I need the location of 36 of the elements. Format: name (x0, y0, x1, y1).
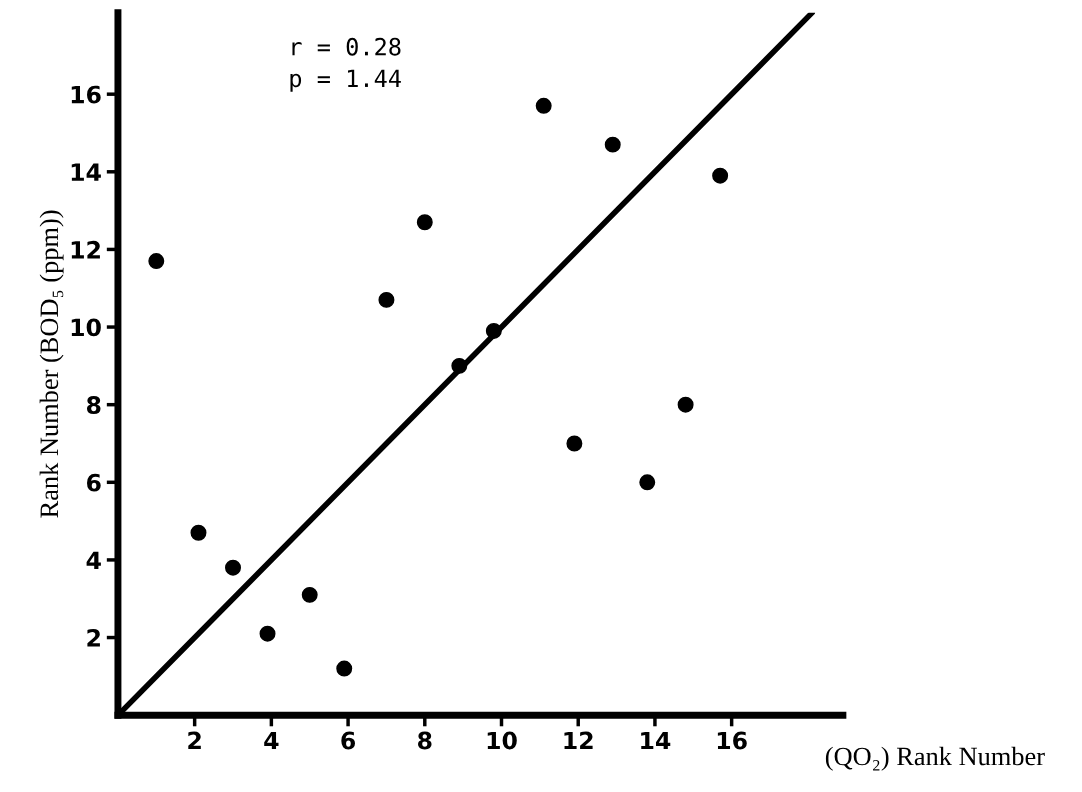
point (378, 291, 395, 308)
x-tick-label: 10 (487, 731, 517, 750)
point (225, 559, 241, 576)
x-tick-label: 2 (188, 731, 201, 750)
y-tick-label: 16 (71, 85, 101, 104)
x-tick-label: 8 (418, 731, 432, 750)
y-tick-label: 8 (86, 396, 101, 414)
point (712, 167, 729, 184)
y-tick-label: 14 (71, 163, 101, 181)
point (566, 435, 583, 452)
point (148, 253, 165, 270)
point (301, 586, 318, 603)
point (259, 625, 276, 642)
y-tick-label: 12 (71, 240, 100, 259)
x-tick-label: 12 (564, 731, 593, 750)
x-axis-title: (QO₂) Rank Number (825, 746, 1045, 771)
x-tick-label: 16 (717, 731, 747, 750)
x-tick-label: 14 (641, 731, 671, 750)
y-tick-label: 10 (71, 318, 101, 337)
point (535, 97, 552, 114)
point (451, 357, 468, 374)
point (639, 474, 656, 491)
x-tick-label: 6 (341, 731, 356, 750)
annotation: r = 0.28 (292, 37, 401, 56)
point (677, 396, 694, 413)
point (485, 322, 502, 339)
x-tick-label: 4 (264, 731, 279, 750)
point (604, 136, 621, 153)
point (416, 214, 433, 231)
y-axis-title: Rank Number (BOD₅ (ppm)) (39, 210, 64, 518)
y-tick-label: 2 (87, 629, 100, 647)
point (336, 660, 353, 677)
annotation: p = 1.44 (290, 69, 401, 92)
y-tick-label: 6 (87, 473, 101, 492)
y-tick-label: 4 (86, 551, 101, 569)
point (190, 524, 207, 541)
